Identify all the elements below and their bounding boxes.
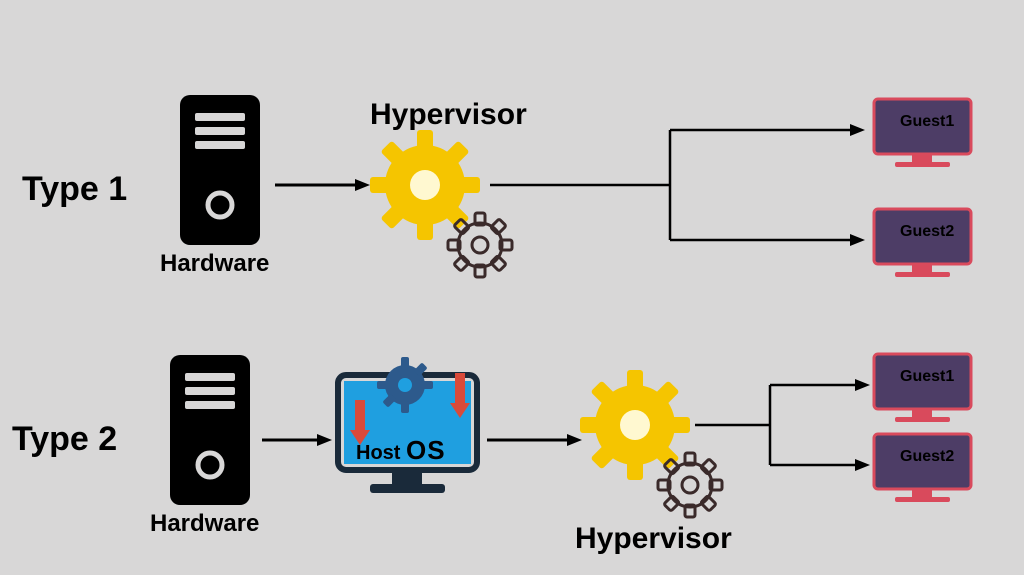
arrow-icon	[487, 430, 582, 450]
monitor-icon	[870, 95, 975, 170]
arrow-icon	[275, 175, 370, 195]
guest-label: Guest1	[900, 368, 954, 386]
branch-arrow-icon	[490, 110, 870, 250]
type2-label: Type 2	[12, 420, 117, 459]
hypervisor-label: Hypervisor	[575, 522, 732, 556]
host-os-label: Host OS	[356, 435, 446, 466]
monitor-icon	[870, 205, 975, 280]
guest-label: Guest2	[900, 448, 954, 466]
monitor-icon	[870, 350, 975, 425]
type1-label: Type 1	[22, 170, 127, 209]
monitor-icon	[870, 430, 975, 505]
server-icon	[160, 355, 260, 505]
hardware-label: Hardware	[160, 250, 269, 278]
host-os-icon	[330, 355, 485, 500]
guest-label: Guest1	[900, 113, 954, 131]
hardware-label: Hardware	[150, 510, 259, 538]
arrow-icon	[262, 430, 332, 450]
guest-label: Guest2	[900, 223, 954, 241]
server-icon	[170, 95, 270, 245]
branch-arrow-icon	[695, 370, 875, 490]
